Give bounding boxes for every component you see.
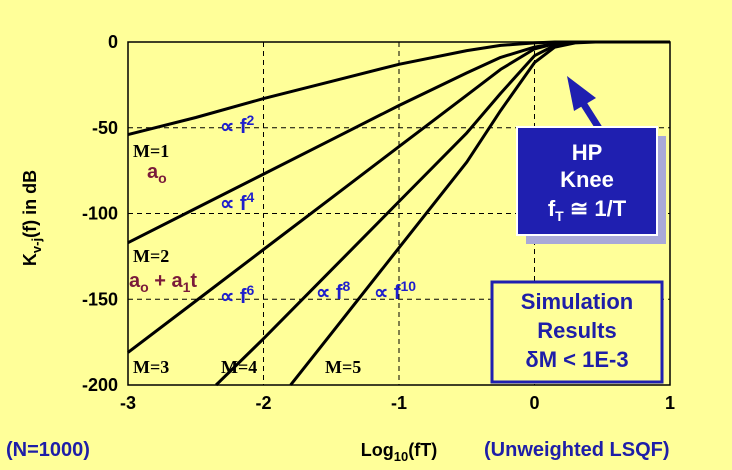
x-tick-label: 1 [665,393,675,413]
label-a0: ao [147,161,167,186]
label-m4: M=4 [221,357,257,377]
y-tick-label: -50 [92,118,118,138]
x-tick-label: -2 [255,393,271,413]
y-tick-label: -200 [82,375,118,395]
label-prop-f2: ∝ f2 [220,112,255,138]
x-axis-label: Log10(fT) [361,440,437,464]
svg-text:HP: HP [572,140,603,165]
svg-text:fT ≅ 1/T: fT ≅ 1/T [548,196,627,224]
x-tick-label: -3 [120,393,136,413]
label-m1: M=1 [133,141,169,161]
label-prop-f10: ∝ f10 [374,278,416,304]
series-lines [127,40,670,387]
y-tick-label: -150 [82,289,118,309]
series-line-m5 [289,40,670,386]
label-m3: M=3 [133,357,169,377]
svg-text:Simulation: Simulation [521,289,633,314]
y-tick-label: 0 [108,32,118,52]
simulation-box: Simulation Results δM < 1E-3 [490,280,664,384]
svg-text:Results: Results [537,318,616,343]
knee-box: HP Knee fT ≅ 1/T [516,126,666,244]
y-axis-label: Kv-j(f) in dB [20,170,44,266]
label-prop-f8: ∝ f8 [316,278,351,304]
y-tick-label: -100 [82,204,118,224]
x-tick-label: 0 [529,393,539,413]
svg-text:Knee: Knee [560,167,614,192]
label-a0-a1t: ao + a1t [129,270,197,295]
label-prop-f4: ∝ f4 [220,189,255,215]
svg-text:δM < 1E-3: δM < 1E-3 [525,347,628,372]
footer-right: (Unweighted LSQF) [484,439,670,461]
y-tick-labels: 0 -50 -100 -150 -200 [82,32,118,395]
label-m5: M=5 [325,357,361,377]
label-prop-f6: ∝ f6 [220,282,255,308]
x-tick-label: -1 [391,393,407,413]
x-tick-labels: -3 -2 -1 0 1 [120,393,675,413]
label-m2: M=2 [133,246,169,266]
footer-left: (N=1000) [6,439,90,461]
